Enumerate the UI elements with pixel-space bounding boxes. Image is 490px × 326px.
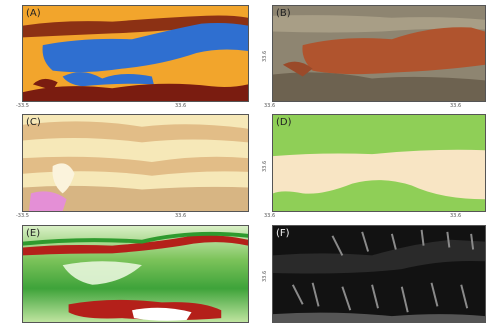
panel-f: (F): [272, 225, 486, 323]
panel-c: (C): [22, 114, 249, 212]
panel-c-xtick-2: 33.6: [175, 213, 187, 219]
panel-d-xtick-1: 33.6: [264, 213, 276, 219]
panel-b-xtick-1: 33.6: [264, 103, 276, 109]
panel-c-map: [23, 115, 248, 211]
panel-f-label: (F): [276, 228, 290, 239]
panel-a-xtick-1: -33.5: [16, 103, 29, 109]
panel-e-map: [23, 226, 248, 322]
panel-b-satellite-image: [273, 6, 485, 101]
panel-e-label: (E): [26, 228, 41, 239]
panel-d-label: (D): [276, 117, 292, 128]
panel-f-ytick: 33.6: [262, 270, 268, 282]
panel-b-ytick: 33.6: [262, 50, 268, 62]
panel-d: (D): [272, 114, 486, 212]
panel-b-label: (B): [276, 8, 291, 19]
panel-a-map: [23, 6, 248, 101]
panel-c-xtick-1: -33.5: [16, 213, 29, 219]
panel-a-label: (A): [26, 8, 41, 19]
panel-a: (A): [22, 5, 249, 102]
panel-c-label: (C): [26, 117, 41, 128]
panel-d-xtick-2: 33.6: [450, 213, 462, 219]
panel-b-xtick-2: 33.6: [450, 103, 462, 109]
panel-d-map: [273, 115, 485, 211]
panel-b: (B): [272, 5, 486, 102]
panel-f-map: [273, 226, 485, 322]
panel-e: (E): [22, 225, 249, 323]
panel-d-ytick: 33.6: [262, 160, 268, 172]
panel-a-xtick-2: 33.6: [175, 103, 187, 109]
